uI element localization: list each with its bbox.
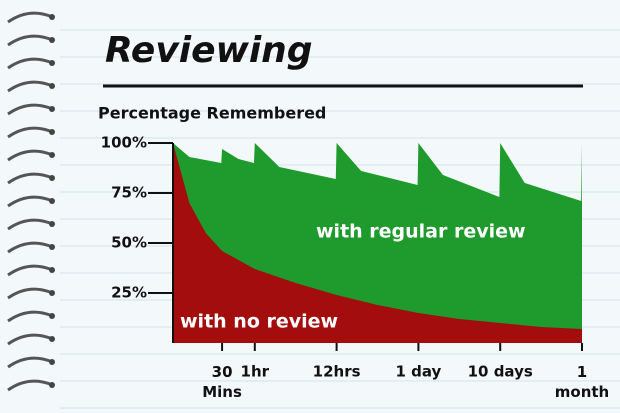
page: {"chart_data": {"type": "area", "title":… [0,0,620,413]
spiral-hole [49,152,55,158]
spiral-hole [49,359,55,365]
spiral-hole [49,313,55,319]
y-tick-label: 100% [101,134,147,152]
spiral-hole [49,83,55,89]
spiral-hole [49,244,55,250]
x-tick-label: 12hrs [313,363,361,381]
y-tick-label: 75% [111,184,147,202]
spiral-hole [49,37,55,43]
spiral-hole [49,221,55,227]
y-axis-label: Percentage Remembered [98,104,326,123]
spiral-hole [49,129,55,135]
spiral-hole [49,198,55,204]
spiral-hole [49,290,55,296]
y-tick-label: 50% [111,234,147,252]
spiral-hole [49,382,55,388]
spiral-hole [49,336,55,342]
x-tick-label: 1hr [241,363,270,381]
chart: Reviewing Percentage Remembered with reg… [0,0,620,413]
spiral-hole [49,175,55,181]
chart-title: Reviewing [105,30,313,71]
series-label: with no review [180,311,338,333]
series-label: with regular review [316,221,526,243]
x-tick-label: 1 day [395,363,441,381]
spiral-hole [49,14,55,20]
y-tick-label: 25% [111,284,147,302]
spiral-hole [49,60,55,66]
spiral-hole [49,106,55,112]
spiral-hole [49,267,55,273]
x-tick-label: 10 days [468,363,533,381]
